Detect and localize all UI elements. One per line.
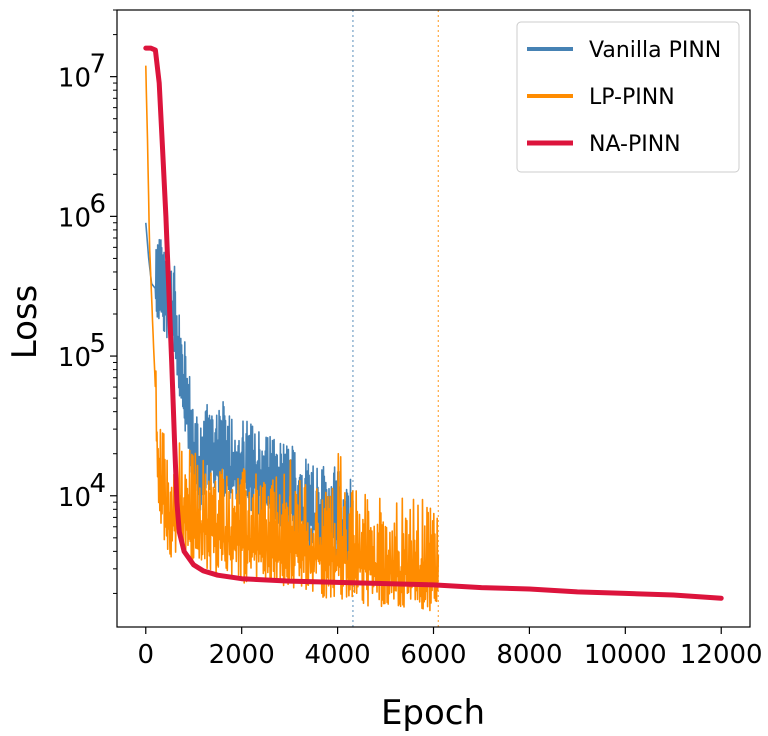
- y-tick-exponent: 6: [89, 189, 106, 219]
- x-tick-label: 10000: [584, 640, 667, 670]
- y-tick-label: 10: [58, 483, 91, 513]
- legend-label: LP-PINN: [589, 85, 675, 110]
- legend-label: Vanilla PINN: [589, 38, 721, 63]
- y-tick-label: 10: [58, 203, 91, 233]
- x-tick-label: 8000: [496, 640, 562, 670]
- x-tick-label: 4000: [305, 640, 371, 670]
- x-tick-label: 12000: [680, 640, 763, 670]
- y-tick-exponent: 4: [89, 469, 106, 499]
- y-tick-label: 10: [58, 64, 91, 94]
- y-axis-label: Loss: [5, 285, 45, 360]
- series-vanilla-pinn: [145, 222, 354, 566]
- x-tick-label: 0: [137, 640, 154, 670]
- x-axis-label: Epoch: [381, 693, 485, 733]
- series-lp-pinn: [145, 65, 440, 612]
- y-tick-exponent: 7: [89, 50, 106, 80]
- x-tick-label: 6000: [400, 640, 466, 670]
- series-na-pinn: [143, 45, 724, 601]
- legend: Vanilla PINN LP-PINN NA-PINN: [516, 21, 740, 173]
- y-tick-label: 10: [58, 343, 91, 373]
- y-tick-exponent: 5: [89, 329, 106, 359]
- legend-box: [516, 21, 740, 173]
- legend-label: NA-PINN: [589, 132, 681, 157]
- x-tick-label: 2000: [209, 640, 275, 670]
- series-layer: [143, 45, 724, 612]
